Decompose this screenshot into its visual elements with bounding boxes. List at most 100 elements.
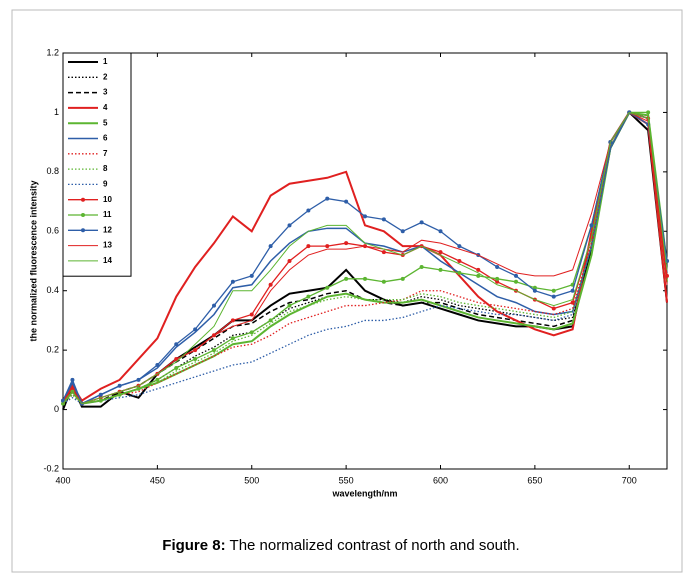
point-marker <box>551 288 556 293</box>
point-marker <box>344 199 349 204</box>
point-marker <box>306 294 311 299</box>
legend-label: 14 <box>103 256 112 265</box>
caption: Figure 8: The normalized contrast of nor… <box>162 537 519 554</box>
point-marker <box>249 273 254 278</box>
series-line <box>62 111 668 405</box>
point-marker <box>381 217 386 222</box>
series-line <box>62 111 668 405</box>
y-tick-label: 1 <box>54 107 59 117</box>
frame <box>11 9 683 573</box>
plot-area <box>62 52 668 470</box>
x-tick-label: 700 <box>622 475 637 485</box>
legend-label: 1 <box>103 57 108 66</box>
y-tick-label: 0.8 <box>46 166 59 176</box>
x-tick-label: 600 <box>433 475 448 485</box>
point-marker <box>193 327 198 332</box>
series-line <box>62 111 668 405</box>
series-line <box>62 111 668 405</box>
point-marker <box>136 386 141 391</box>
legend-label: 2 <box>103 72 108 81</box>
point-marker <box>306 208 311 213</box>
series-line <box>62 111 668 405</box>
point-marker <box>117 392 122 397</box>
point-marker <box>230 318 235 323</box>
legend-box <box>62 52 132 277</box>
x-tick-label: 450 <box>150 475 165 485</box>
y-axis-label: the normalized fluorescence intensity <box>28 180 38 341</box>
point-marker <box>551 306 556 311</box>
point-marker <box>363 276 367 281</box>
point-marker <box>193 357 198 362</box>
point-marker <box>495 279 500 284</box>
point-marker <box>438 250 443 255</box>
point-marker <box>570 288 575 293</box>
point-marker <box>155 377 160 382</box>
point-marker <box>325 244 330 249</box>
legend-label: 9 <box>103 180 108 189</box>
y-tick-label: 0.6 <box>46 226 59 236</box>
y-tick-label: 1.2 <box>46 47 59 57</box>
legend-label: 11 <box>103 210 112 219</box>
legend-label: 7 <box>103 149 108 158</box>
legend-label: 5 <box>103 118 108 127</box>
point-marker <box>400 276 405 281</box>
legend-label: 13 <box>103 241 112 250</box>
point-marker <box>419 264 424 269</box>
legend-label: 4 <box>103 103 108 112</box>
series-line <box>62 110 668 410</box>
legend-marker <box>81 213 85 217</box>
point-marker <box>70 386 75 391</box>
point-marker <box>532 288 537 293</box>
legend-marker <box>81 197 85 202</box>
point-marker <box>249 312 254 317</box>
legend-marker <box>81 228 85 233</box>
caption-text: The normalized contrast of north and sou… <box>230 537 520 554</box>
point-marker <box>117 383 122 388</box>
x-axis-label: wavelength/nm <box>331 488 397 498</box>
point-marker <box>230 279 235 284</box>
point-marker <box>174 365 179 370</box>
series-line <box>62 111 668 405</box>
y-tick-label: 0.2 <box>46 345 59 355</box>
legend-label: 6 <box>103 134 108 143</box>
point-marker <box>287 223 292 228</box>
point-marker <box>98 392 103 397</box>
point-marker <box>344 276 349 281</box>
point-marker <box>400 229 405 234</box>
series-line <box>62 111 668 405</box>
point-marker <box>306 244 311 249</box>
point-marker <box>495 264 500 269</box>
x-tick-label: 550 <box>339 475 354 485</box>
point-marker <box>363 214 367 219</box>
point-marker <box>174 342 179 347</box>
point-marker <box>438 267 443 272</box>
y-tick-label: 0.4 <box>46 285 59 295</box>
point-marker <box>514 279 518 284</box>
legend-label: 8 <box>103 164 108 173</box>
point-marker <box>570 300 575 305</box>
legend-label: 3 <box>103 88 108 97</box>
point-marker <box>249 330 254 335</box>
point-marker <box>155 363 160 367</box>
series-line <box>62 111 668 405</box>
point-marker <box>212 348 216 353</box>
point-marker <box>70 377 75 382</box>
point-marker <box>287 259 292 263</box>
point-marker <box>438 229 443 234</box>
point-marker <box>325 285 330 290</box>
x-tick-label: 650 <box>527 475 542 485</box>
point-marker <box>381 250 386 255</box>
point-marker <box>646 110 651 115</box>
point-marker <box>514 273 518 278</box>
point-marker <box>230 336 235 341</box>
series-line <box>62 111 668 405</box>
point-marker <box>98 398 103 403</box>
point-marker <box>476 267 481 272</box>
point-marker <box>287 303 292 308</box>
x-tick-label: 500 <box>244 475 259 485</box>
point-marker <box>457 259 462 263</box>
point-marker <box>532 285 537 290</box>
point-marker <box>589 223 594 228</box>
point-marker <box>381 279 386 284</box>
